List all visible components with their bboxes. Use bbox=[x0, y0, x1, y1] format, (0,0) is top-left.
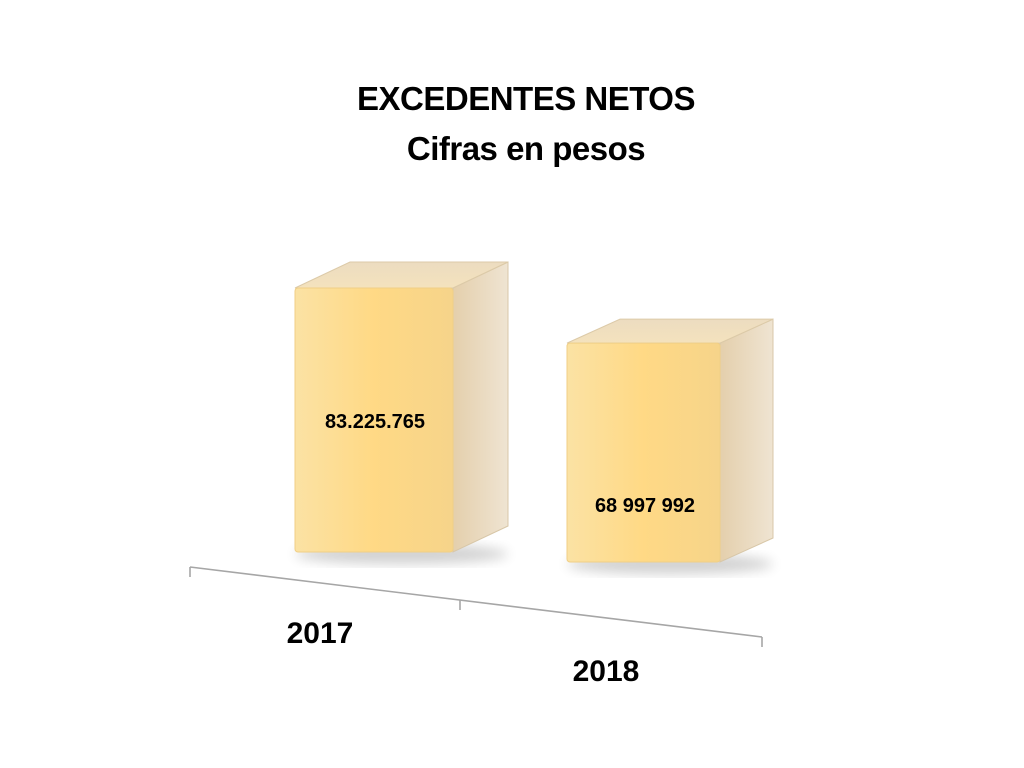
bar-value-label: 83.225.765 bbox=[325, 411, 425, 433]
bar-side-face bbox=[719, 318, 774, 563]
chart-title: EXCEDENTES NETOS bbox=[357, 80, 695, 117]
bar-front-face bbox=[294, 287, 454, 553]
chart-subtitle: Cifras en pesos bbox=[406, 130, 646, 167]
x-axis-line bbox=[189, 566, 763, 638]
bar-2017: 83.225.765 bbox=[294, 261, 509, 564]
bar-2018: 68 997 992 bbox=[566, 318, 774, 574]
bar-front-face bbox=[566, 342, 721, 563]
chart-title-block: EXCEDENTES NETOS Cifras en pesos bbox=[0, 74, 1024, 174]
bar-value-label: 68 997 992 bbox=[595, 495, 695, 517]
category-labels: 2017 2018 bbox=[287, 617, 640, 688]
category-label-2018: 2018 bbox=[573, 655, 640, 688]
category-label-2017: 2017 bbox=[287, 617, 354, 650]
bar-side-face bbox=[452, 261, 509, 553]
bars-group: 83.225.765 68 997 992 bbox=[294, 261, 774, 574]
x-axis bbox=[189, 566, 763, 647]
